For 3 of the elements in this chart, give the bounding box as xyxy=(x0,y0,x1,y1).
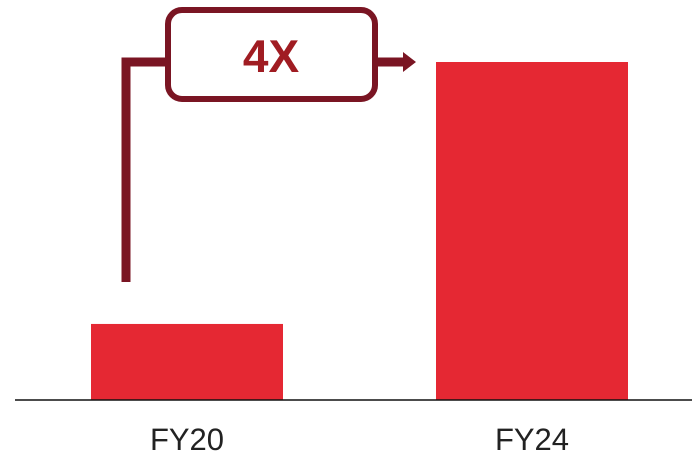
annotation: 4X xyxy=(242,30,300,82)
x-tick-label: FY20 xyxy=(150,422,224,453)
x-tick-label: FY24 xyxy=(494,422,570,453)
